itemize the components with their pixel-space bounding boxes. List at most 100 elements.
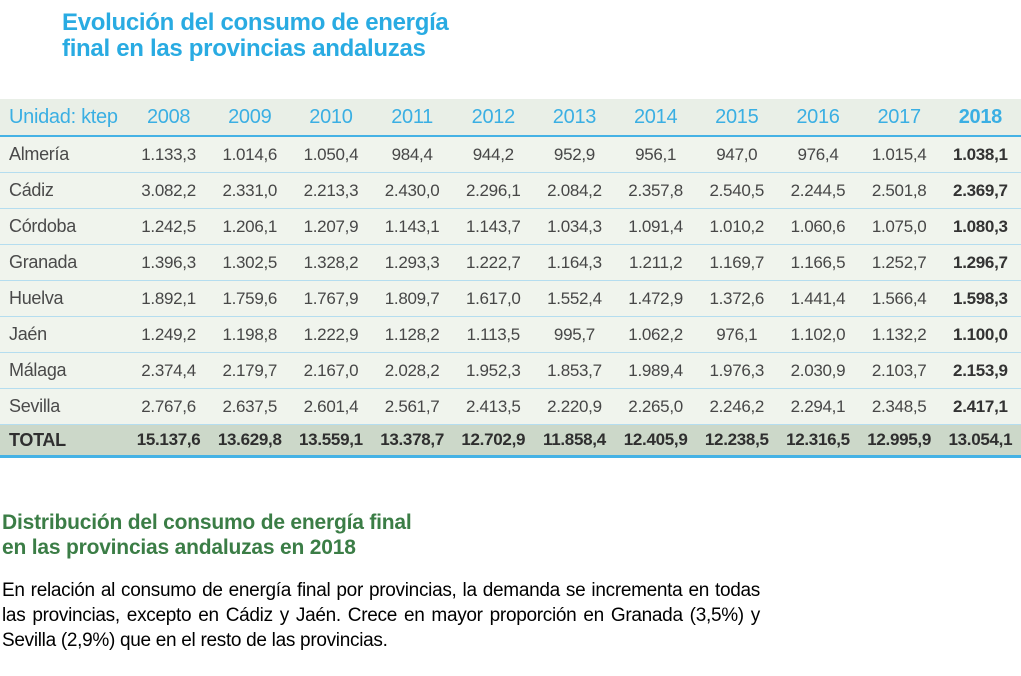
value-cell: 1.038,1 [939,136,1021,173]
value-cell: 1.211,2 [615,244,697,281]
value-cell: 2.540,5 [696,172,778,209]
province-name: Cádiz [0,172,128,209]
table-row: Huelva 1.892,1 1.759,6 1.767,9 1.809,7 1.617,… [0,280,1021,317]
value-cell: 2.348,5 [858,388,940,425]
value-cell: 2.357,8 [615,172,697,209]
province-name: Huelva [0,280,128,317]
year-header-2016: 2016 [777,99,859,137]
value-cell: 1.222,7 [452,244,534,281]
table-row: Granada 1.396,3 1.302,5 1.328,2 1.293,3 1.222… [0,244,1021,281]
year-header-2015: 2015 [696,99,778,137]
value-cell: 1.169,7 [696,244,778,281]
value-cell: 1.133,3 [128,136,210,173]
value-cell: 947,0 [696,136,778,173]
year-header-2017: 2017 [858,99,940,137]
value-cell: 1.242,5 [128,208,210,245]
total-value-cell: 13.559,1 [290,424,372,458]
value-cell: 2.265,0 [615,388,697,425]
value-cell: 1.566,4 [858,280,940,317]
value-cell: 1.296,7 [939,244,1021,281]
value-cell: 1.100,0 [939,316,1021,353]
value-cell: 1.132,2 [858,316,940,353]
total-value-cell: 11.858,4 [533,424,616,458]
value-cell: 956,1 [615,136,697,173]
value-cell: 2.413,5 [452,388,534,425]
value-cell: 1.010,2 [696,208,778,245]
value-cell: 1.207,9 [290,208,372,245]
value-cell: 1.080,3 [939,208,1021,245]
value-cell: 1.128,2 [371,316,453,353]
value-cell: 1.809,7 [371,280,453,317]
value-cell: 1.034,3 [533,208,616,245]
value-cell: 1.060,6 [777,208,859,245]
table-header-row: Unidad: ktep 2008 2009 2010 2011 2012 2013 2014… [0,99,1021,137]
value-cell: 1.759,6 [209,280,291,317]
value-cell: 3.082,2 [128,172,210,209]
value-cell: 1.091,4 [615,208,697,245]
province-name: Málaga [0,352,128,389]
value-cell: 1.206,1 [209,208,291,245]
section-heading-line2: en las provincias andaluzas en 2018 [2,536,356,559]
table-body: Almería 1.133,3 1.014,6 1.050,4 984,4 944,2 95… [0,136,1021,458]
page-title: Evolución del consumo de energía final e… [62,10,1021,62]
value-cell: 1.598,3 [939,280,1021,317]
province-name: Sevilla [0,388,128,425]
value-cell: 976,1 [696,316,778,353]
unit-label: Unidad: ktep [0,99,128,137]
value-cell: 2.417,1 [939,388,1021,425]
table-row: Jaén 1.249,2 1.198,8 1.222,9 1.128,2 1.113,5 9… [0,316,1021,353]
value-cell: 2.179,7 [209,352,291,389]
value-cell: 1.075,0 [858,208,940,245]
section-heading-line1: Distribución del consumo de energía fina… [2,511,412,534]
value-cell: 1.293,3 [371,244,453,281]
value-cell: 2.028,2 [371,352,453,389]
value-cell: 1.252,7 [858,244,940,281]
year-header-2009: 2009 [209,99,291,137]
total-value-cell: 13.629,8 [209,424,291,458]
value-cell: 1.396,3 [128,244,210,281]
total-value-cell: 15.137,6 [128,424,210,458]
total-value-cell: 12.995,9 [858,424,940,458]
page-title-line2: final en las provincias andaluzas [62,35,426,62]
value-cell: 2.103,7 [858,352,940,389]
year-header-2012: 2012 [452,99,534,137]
total-value-cell: 12.702,9 [452,424,534,458]
energy-consumption-table: Unidad: ktep 2008 2009 2010 2011 2012 2013 2014… [0,99,1021,458]
table-header: Unidad: ktep 2008 2009 2010 2011 2012 2013 2014… [0,99,1021,137]
year-header-2013: 2013 [533,99,616,137]
province-name: Almería [0,136,128,173]
year-header-2008: 2008 [128,99,210,137]
value-cell: 1.143,1 [371,208,453,245]
value-cell: 1.328,2 [290,244,372,281]
total-label: TOTAL [0,424,128,458]
province-name: Córdoba [0,208,128,245]
value-cell: 2.601,4 [290,388,372,425]
value-cell: 1.552,4 [533,280,616,317]
total-value-cell: 13.378,7 [371,424,453,458]
value-cell: 1.050,4 [290,136,372,173]
value-cell: 1.164,3 [533,244,616,281]
province-name: Jaén [0,316,128,353]
value-cell: 944,2 [452,136,534,173]
table-row: Almería 1.133,3 1.014,6 1.050,4 984,4 944,2 95… [0,136,1021,173]
total-value-cell: 12.238,5 [696,424,778,458]
province-name: Granada [0,244,128,281]
value-cell: 976,4 [777,136,859,173]
value-cell: 952,9 [533,136,616,173]
value-cell: 1.767,9 [290,280,372,317]
section-heading: Distribución del consumo de energía fina… [0,510,1021,560]
value-cell: 1.892,1 [128,280,210,317]
value-cell: 1.302,5 [209,244,291,281]
value-cell: 995,7 [533,316,616,353]
value-cell: 2.369,7 [939,172,1021,209]
value-cell: 1.617,0 [452,280,534,317]
value-cell: 2.220,9 [533,388,616,425]
value-cell: 2.153,9 [939,352,1021,389]
value-cell: 2.213,3 [290,172,372,209]
table-row: Córdoba 1.242,5 1.206,1 1.207,9 1.143,1 1.143… [0,208,1021,245]
value-cell: 1.113,5 [452,316,534,353]
value-cell: 1.989,4 [615,352,697,389]
report-page: Evolución del consumo de energía final e… [0,10,1021,676]
value-cell: 1.441,4 [777,280,859,317]
value-cell: 2.430,0 [371,172,453,209]
